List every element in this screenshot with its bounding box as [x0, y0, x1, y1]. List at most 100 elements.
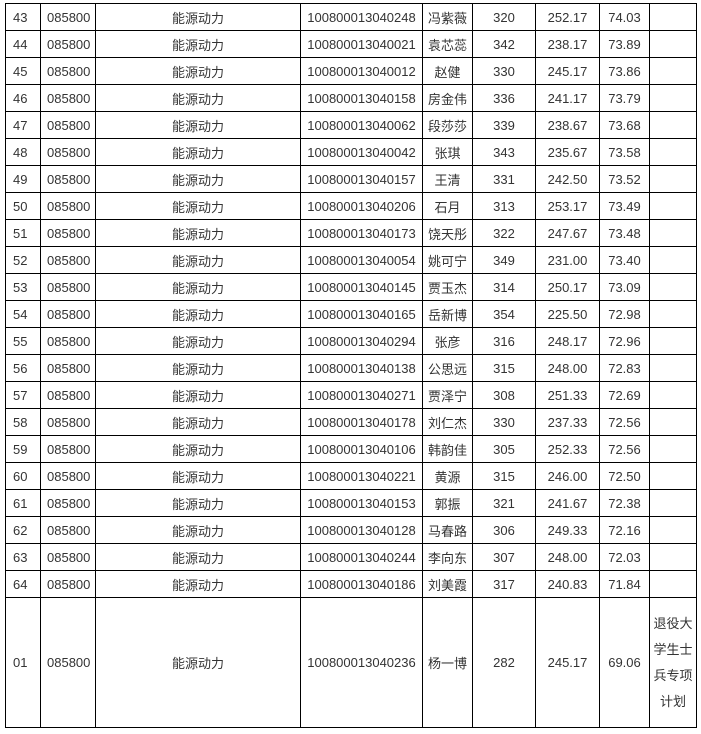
candidate-name-cell: 段莎莎: [422, 111, 473, 139]
major-code-cell: 085800: [40, 84, 96, 112]
candidate-id-cell: 100800013040221: [300, 462, 423, 490]
row-number-cell: 64: [5, 570, 41, 598]
initial-score-cell: 314: [472, 273, 536, 301]
candidate-name-cell: 房金伟: [422, 84, 473, 112]
major-name-cell: 能源动力: [95, 30, 301, 58]
row-number-cell: 44: [5, 30, 41, 58]
total-score-cell: 73.58: [599, 138, 650, 166]
candidate-id-cell: 100800013040236: [300, 597, 423, 728]
major-name-cell: 能源动力: [95, 516, 301, 544]
major-name-cell: 能源动力: [95, 408, 301, 436]
candidate-id-cell: 100800013040248: [300, 3, 423, 31]
row-number-cell: 48: [5, 138, 41, 166]
remark-cell: [649, 462, 697, 490]
major-code-cell: 085800: [40, 516, 96, 544]
admission-score-table: 43 085800 能源动力 100800013040248 冯紫薇 320 252.17 7…: [5, 3, 697, 728]
candidate-name-cell: 马春路: [422, 516, 473, 544]
retest-score-cell: 248.00: [535, 354, 600, 382]
major-name-cell: 能源动力: [95, 462, 301, 490]
retest-score-cell: 242.50: [535, 165, 600, 193]
candidate-id-cell: 100800013040244: [300, 543, 423, 571]
total-score-cell: 74.03: [599, 3, 650, 31]
candidate-name-cell: 黄源: [422, 462, 473, 490]
total-score-cell: 72.69: [599, 381, 650, 409]
table-row: 51 085800 能源动力 100800013040173 饶天彤 322 247.67 7…: [5, 219, 697, 247]
table-row: 50 085800 能源动力 100800013040206 石月 313 253.17 73…: [5, 192, 697, 220]
major-name-cell: 能源动力: [95, 327, 301, 355]
candidate-name-cell: 杨一博: [422, 597, 473, 728]
remark-cell: [649, 192, 697, 220]
retest-score-cell: 241.17: [535, 84, 600, 112]
table-row: 43 085800 能源动力 100800013040248 冯紫薇 320 252.17 7…: [5, 3, 697, 31]
candidate-id-cell: 100800013040145: [300, 273, 423, 301]
total-score-cell: 72.38: [599, 489, 650, 517]
candidate-id-cell: 100800013040062: [300, 111, 423, 139]
remark-cell: [649, 84, 697, 112]
remark-cell: [649, 381, 697, 409]
remark-cell: [649, 435, 697, 463]
major-code-cell: 085800: [40, 3, 96, 31]
initial-score-cell: 349: [472, 246, 536, 274]
retest-score-cell: 248.17: [535, 327, 600, 355]
table-row: 48 085800 能源动力 100800013040042 张琪 343 235.67 73…: [5, 138, 697, 166]
major-code-cell: 085800: [40, 435, 96, 463]
row-number-cell: 57: [5, 381, 41, 409]
initial-score-cell: 307: [472, 543, 536, 571]
candidate-id-cell: 100800013040138: [300, 354, 423, 382]
total-score-cell: 73.40: [599, 246, 650, 274]
major-code-cell: 085800: [40, 408, 96, 436]
table-row: 57 085800 能源动力 100800013040271 贾泽宁 308 251.33 7…: [5, 381, 697, 409]
candidate-id-cell: 100800013040271: [300, 381, 423, 409]
total-score-cell: 72.56: [599, 435, 650, 463]
major-name-cell: 能源动力: [95, 354, 301, 382]
candidate-name-cell: 岳新博: [422, 300, 473, 328]
major-code-cell: 085800: [40, 273, 96, 301]
major-code-cell: 085800: [40, 111, 96, 139]
candidate-name-cell: 冯紫薇: [422, 3, 473, 31]
total-score-cell: 73.79: [599, 84, 650, 112]
remark-cell: [649, 516, 697, 544]
table-row: 55 085800 能源动力 100800013040294 张彦 316 248.17 72…: [5, 327, 697, 355]
candidate-id-cell: 100800013040165: [300, 300, 423, 328]
initial-score-cell: 331: [472, 165, 536, 193]
row-number-cell: 56: [5, 354, 41, 382]
candidate-id-cell: 100800013040054: [300, 246, 423, 274]
remark-cell: [649, 408, 697, 436]
initial-score-cell: 315: [472, 354, 536, 382]
major-name-cell: 能源动力: [95, 84, 301, 112]
initial-score-cell: 322: [472, 219, 536, 247]
retest-score-cell: 252.17: [535, 3, 600, 31]
major-code-cell: 085800: [40, 381, 96, 409]
total-score-cell: 73.89: [599, 30, 650, 58]
candidate-name-cell: 姚可宁: [422, 246, 473, 274]
candidate-id-cell: 100800013040021: [300, 30, 423, 58]
total-score-cell: 72.56: [599, 408, 650, 436]
remark-cell: [649, 300, 697, 328]
row-number-cell: 63: [5, 543, 41, 571]
candidate-name-cell: 王清: [422, 165, 473, 193]
remark-cell: [649, 3, 697, 31]
retest-score-cell: 238.17: [535, 30, 600, 58]
candidate-id-cell: 100800013040173: [300, 219, 423, 247]
remark-cell: [649, 138, 697, 166]
initial-score-cell: 342: [472, 30, 536, 58]
candidate-name-cell: 袁芯蕊: [422, 30, 473, 58]
row-number-cell: 47: [5, 111, 41, 139]
total-score-cell: 73.68: [599, 111, 650, 139]
retest-score-cell: 240.83: [535, 570, 600, 598]
row-number-cell: 58: [5, 408, 41, 436]
initial-score-cell: 305: [472, 435, 536, 463]
table-row: 44 085800 能源动力 100800013040021 袁芯蕊 342 238.17 7…: [5, 30, 697, 58]
initial-score-cell: 354: [472, 300, 536, 328]
candidate-id-cell: 100800013040294: [300, 327, 423, 355]
table-row: 58 085800 能源动力 100800013040178 刘仁杰 330 237.33 7…: [5, 408, 697, 436]
initial-score-cell: 339: [472, 111, 536, 139]
table-row: 46 085800 能源动力 100800013040158 房金伟 336 241.17 7…: [5, 84, 697, 112]
total-score-cell: 72.98: [599, 300, 650, 328]
table-row: 64 085800 能源动力 100800013040186 刘美霞 317 240.83 7…: [5, 570, 697, 598]
major-name-cell: 能源动力: [95, 165, 301, 193]
retest-score-cell: 248.00: [535, 543, 600, 571]
major-name-cell: 能源动力: [95, 597, 301, 728]
candidate-name-cell: 赵健: [422, 57, 473, 85]
retest-score-cell: 246.00: [535, 462, 600, 490]
